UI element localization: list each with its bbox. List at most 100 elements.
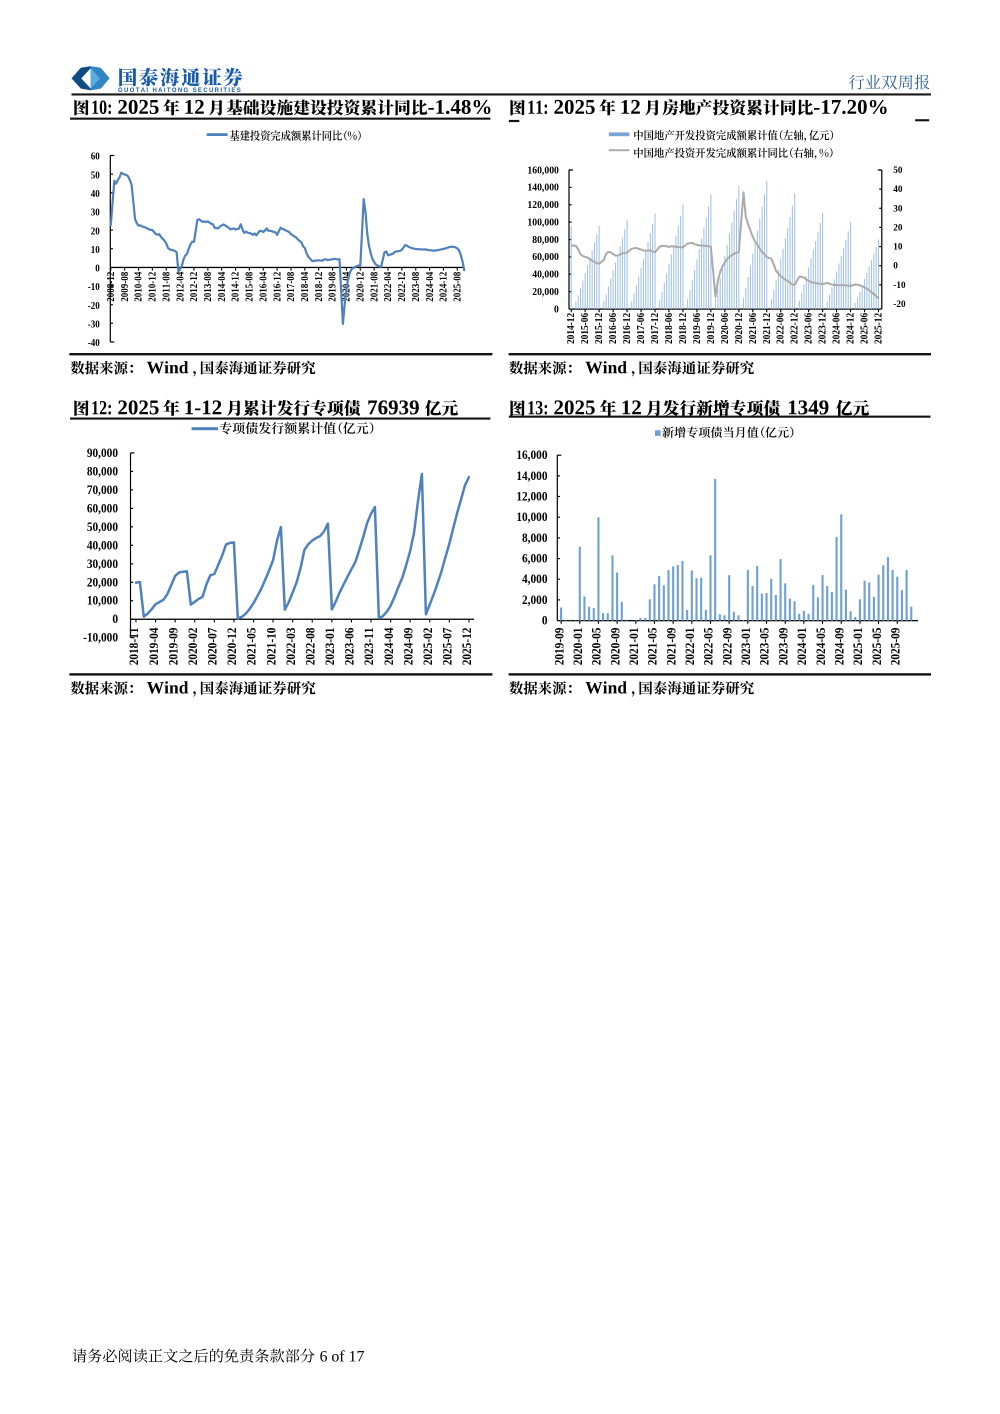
svg-text:2022-04: 2022-04 — [383, 272, 395, 302]
svg-text:2024-12: 2024-12 — [438, 272, 450, 302]
svg-text:-10,000: -10,000 — [83, 630, 118, 645]
svg-text:2008-12: 2008-12 — [105, 272, 117, 302]
svg-text:2025-05: 2025-05 — [869, 628, 884, 666]
svg-text:2019-12: 2019-12 — [705, 313, 717, 344]
svg-text:80,000: 80,000 — [532, 235, 559, 246]
svg-text:2023-11: 2023-11 — [362, 628, 377, 666]
svg-text:2022-06: 2022-06 — [775, 313, 787, 344]
svg-text:2020-12: 2020-12 — [355, 272, 367, 302]
svg-text:-20: -20 — [893, 299, 906, 309]
svg-text:2025-12: 2025-12 — [460, 628, 475, 666]
svg-text:2022-01: 2022-01 — [682, 628, 697, 666]
svg-text:2014-12: 2014-12 — [230, 272, 242, 302]
svg-text:60: 60 — [91, 151, 100, 163]
svg-text:2023-12: 2023-12 — [817, 313, 829, 344]
svg-text:2025-02: 2025-02 — [420, 628, 435, 666]
svg-text:20,000: 20,000 — [532, 287, 559, 298]
svg-text:2020-09: 2020-09 — [608, 628, 623, 666]
svg-text:2025-01: 2025-01 — [851, 628, 866, 666]
svg-text:2020-06: 2020-06 — [719, 313, 731, 344]
svg-text:50: 50 — [91, 170, 100, 182]
svg-text:12,000: 12,000 — [516, 489, 547, 504]
svg-text:2012-12: 2012-12 — [189, 272, 201, 302]
svg-text:2021-05: 2021-05 — [244, 628, 259, 666]
svg-text:2015-08: 2015-08 — [244, 272, 256, 302]
svg-text:40,000: 40,000 — [532, 269, 559, 280]
svg-text:2019-04: 2019-04 — [146, 628, 161, 666]
svg-text:2023-08: 2023-08 — [410, 272, 422, 302]
svg-text:2020-05: 2020-05 — [589, 628, 604, 666]
svg-text:70,000: 70,000 — [87, 482, 118, 497]
svg-text:2025-06: 2025-06 — [859, 313, 871, 344]
svg-text:2024-04: 2024-04 — [424, 272, 436, 302]
svg-text:-20: -20 — [88, 300, 100, 312]
svg-text:40: 40 — [893, 184, 903, 194]
svg-text:2024-12: 2024-12 — [845, 313, 857, 344]
svg-text:140,000: 140,000 — [527, 183, 559, 194]
svg-text:2021-01: 2021-01 — [626, 628, 641, 666]
svg-text:2021-10: 2021-10 — [264, 628, 279, 666]
svg-text:2022-05: 2022-05 — [701, 628, 716, 666]
svg-text:80,000: 80,000 — [87, 464, 118, 479]
svg-text:2019-08: 2019-08 — [327, 272, 339, 302]
svg-text:40: 40 — [91, 188, 100, 200]
svg-text:2016-06: 2016-06 — [608, 313, 620, 344]
svg-text:2023-05: 2023-05 — [757, 628, 772, 666]
svg-text:2010-04: 2010-04 — [133, 272, 145, 302]
svg-text:0: 0 — [893, 261, 898, 271]
svg-text:4,000: 4,000 — [522, 572, 547, 587]
svg-text:-40: -40 — [88, 338, 100, 350]
svg-text:2025-07: 2025-07 — [440, 628, 455, 666]
svg-text:2021-08: 2021-08 — [369, 272, 381, 302]
svg-text:2,000: 2,000 — [522, 592, 547, 607]
svg-text:2020-07: 2020-07 — [205, 628, 220, 666]
svg-text:2018-11: 2018-11 — [127, 628, 142, 666]
svg-text:2021-12: 2021-12 — [761, 313, 773, 344]
svg-text:2025-09: 2025-09 — [888, 628, 903, 666]
svg-text:160,000: 160,000 — [527, 165, 559, 176]
svg-text:2022-09: 2022-09 — [720, 628, 735, 666]
svg-text:0: 0 — [112, 612, 118, 627]
svg-text:2018-06: 2018-06 — [664, 313, 676, 344]
svg-text:2016-12: 2016-12 — [622, 313, 634, 344]
svg-text:2022-12: 2022-12 — [789, 313, 801, 344]
svg-text:2025-08: 2025-08 — [452, 272, 464, 302]
svg-text:2018-12: 2018-12 — [313, 272, 325, 302]
svg-text:2017-08: 2017-08 — [286, 272, 298, 302]
svg-text:2021-09: 2021-09 — [664, 628, 679, 666]
svg-text:30,000: 30,000 — [87, 556, 118, 571]
svg-text:30: 30 — [893, 203, 903, 213]
svg-text:2015-06: 2015-06 — [580, 313, 592, 344]
svg-text:GUOTAI HAITONG SECURITIES: GUOTAI HAITONG SECURITIES — [118, 88, 242, 94]
svg-text:2019-06: 2019-06 — [691, 313, 703, 344]
svg-text:2014-12: 2014-12 — [566, 313, 578, 344]
svg-text:2020-01: 2020-01 — [570, 628, 585, 666]
svg-text:20: 20 — [893, 222, 903, 232]
svg-text:2015-12: 2015-12 — [594, 313, 606, 344]
svg-text:50,000: 50,000 — [87, 519, 118, 534]
svg-text:60,000: 60,000 — [532, 252, 559, 263]
svg-text:2012-04: 2012-04 — [175, 272, 187, 302]
svg-text:60,000: 60,000 — [87, 501, 118, 516]
svg-text:2022-03: 2022-03 — [283, 628, 298, 666]
svg-text:2024-05: 2024-05 — [813, 628, 828, 666]
svg-text:0: 0 — [554, 304, 559, 315]
svg-text:-30: -30 — [88, 319, 100, 331]
svg-text:2016-04: 2016-04 — [258, 272, 270, 302]
svg-text:20,000: 20,000 — [87, 575, 118, 590]
svg-text:14,000: 14,000 — [516, 468, 547, 483]
svg-text:2017-12: 2017-12 — [650, 313, 662, 344]
svg-text:2021-06: 2021-06 — [747, 313, 759, 344]
svg-text:10,000: 10,000 — [516, 510, 547, 525]
svg-text:10,000: 10,000 — [87, 593, 118, 608]
svg-text:2024-09: 2024-09 — [401, 628, 416, 666]
svg-text:2020-12: 2020-12 — [733, 313, 745, 344]
svg-text:2013-08: 2013-08 — [202, 272, 214, 302]
svg-text:2023-06: 2023-06 — [803, 313, 815, 344]
svg-text:120,000: 120,000 — [527, 200, 559, 211]
svg-text:2020-12: 2020-12 — [225, 628, 240, 666]
svg-text:2024-01: 2024-01 — [795, 628, 810, 666]
svg-text:2020-02: 2020-02 — [185, 628, 200, 666]
svg-text:2018-04: 2018-04 — [299, 272, 311, 302]
svg-text:2023-06: 2023-06 — [342, 628, 357, 666]
